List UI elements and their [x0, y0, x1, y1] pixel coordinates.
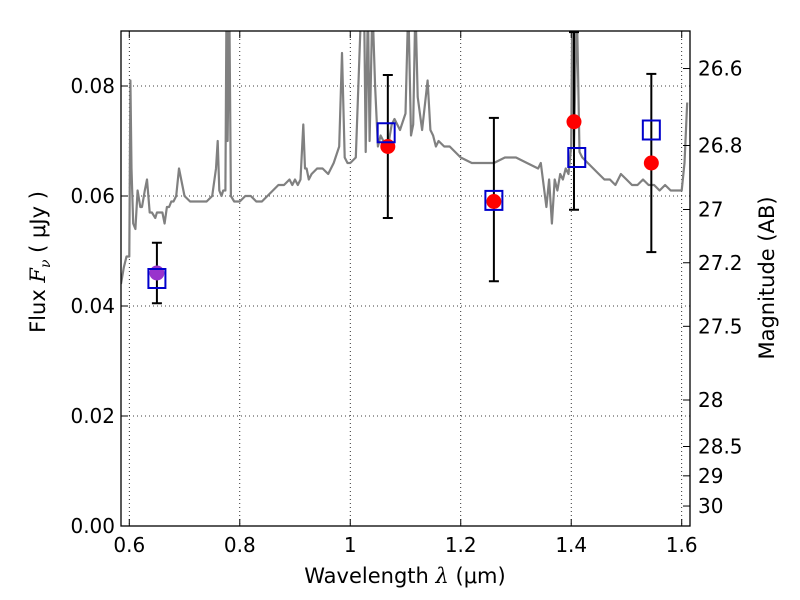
model-point — [147, 268, 167, 289]
y-tick-label: 0.04 — [70, 294, 115, 318]
x-axis-label: Wavelength λ (μm) — [304, 564, 505, 588]
model-point — [567, 147, 587, 168]
y2-tick-label: 27 — [698, 198, 723, 222]
y2-tick-label: 26.8 — [698, 133, 743, 157]
x-axis-label-lambda: λ — [435, 564, 449, 588]
observed-point — [566, 114, 582, 130]
y-axis-label: Flux Fν ( μJy ) — [26, 191, 54, 333]
plot-frame — [120, 30, 691, 527]
y-axis-label-f: F — [26, 267, 50, 284]
x-tick-label: 1.2 — [445, 533, 477, 557]
x-tick-label: 0.6 — [113, 533, 145, 557]
observed-point — [643, 155, 659, 171]
y2-tick-label: 29 — [698, 464, 723, 488]
x-axis-ticks: 0.6 0.8 1 1.2 1.4 1.6 — [113, 31, 698, 557]
y2-tick-label: 28.5 — [698, 435, 743, 459]
model-point — [376, 122, 396, 144]
x-tick-label: 0.8 — [224, 533, 256, 557]
spectrum-line — [121, 31, 689, 285]
model-point — [641, 119, 661, 141]
x-axis-label-unit: (μm) — [449, 564, 506, 588]
y-axis-label-nu: ν — [38, 259, 54, 268]
y-axis-label-unit: ( μJy ) — [26, 191, 50, 259]
observed-point — [149, 265, 165, 281]
x-tick-label: 1 — [344, 533, 357, 557]
model-points — [147, 119, 661, 289]
y-axis-label-text: Flux — [26, 283, 50, 333]
x-tick-label: 1.4 — [555, 533, 587, 557]
y-tick-label: 0.02 — [70, 404, 115, 428]
model-point — [484, 189, 504, 211]
x-axis-label-text: Wavelength — [304, 564, 435, 588]
y-tick-label: 0.08 — [70, 74, 115, 98]
y-tick-label: 0.00 — [70, 514, 115, 538]
y2-tick-label: 27.5 — [698, 314, 743, 338]
y2-tick-label: 30 — [698, 494, 723, 518]
y2-tick-label: 27.2 — [698, 251, 743, 275]
y2-tick-label: 28 — [698, 388, 723, 412]
spectrum-layer — [121, 31, 689, 285]
observed-point — [486, 194, 502, 209]
y2-axis-ticks: 26.6 26.8 27 27.2 27.5 28 28.5 29 30 — [683, 57, 743, 518]
y-axis-ticks: 0.00 0.02 0.04 0.06 0.08 — [70, 74, 128, 538]
y-tick-label: 0.06 — [70, 184, 115, 208]
observed-points — [149, 114, 659, 281]
y2-axis-label: Magnitude (AB) — [755, 196, 779, 359]
x-tick-label: 1.6 — [666, 533, 698, 557]
y2-tick-label: 26.6 — [698, 57, 743, 81]
